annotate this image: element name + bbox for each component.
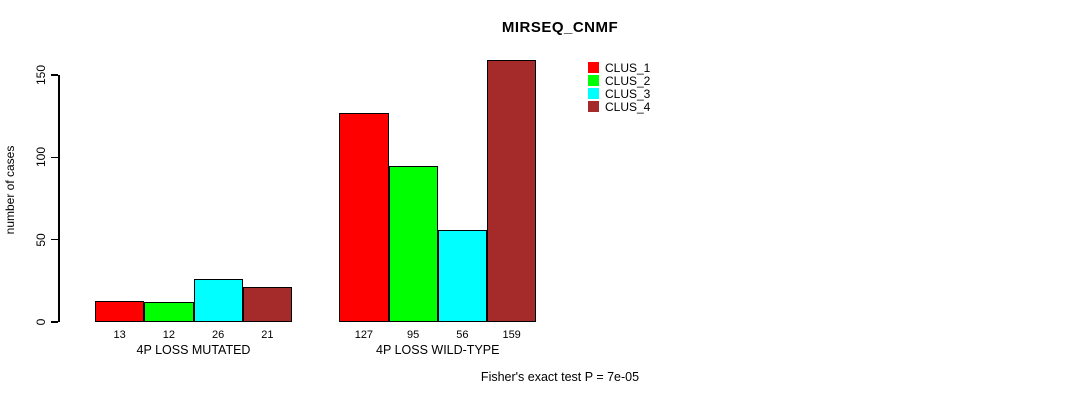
chart-title: MIRSEQ_CNMF	[501, 19, 619, 36]
bar-value-label: 95	[407, 329, 420, 341]
bar-value-label: 21	[261, 329, 274, 341]
y-axis-line	[58, 75, 60, 322]
legend-item-clus_3: CLUS_3	[588, 86, 651, 101]
category-label-wild-type: 4P LOSS WILD-TYPE	[376, 343, 500, 357]
bar-clus_2-wild-type	[388, 165, 438, 322]
legend-item-clus_2: CLUS_2	[588, 73, 651, 88]
y-axis-tick	[51, 74, 58, 76]
legend-swatch	[588, 101, 599, 112]
legend-label: CLUS_3	[605, 86, 651, 101]
legend: CLUS_1 CLUS_2 CLUS_3 CLUS_4	[588, 60, 651, 114]
y-axis-tick	[51, 238, 58, 241]
bar-clus_3-mutated	[193, 279, 243, 322]
legend-label: CLUS_4	[605, 99, 651, 114]
bar-value-label: 127	[354, 329, 374, 341]
y-axis-tick	[51, 156, 58, 159]
category-label-mutated: 4P LOSS MUTATED	[136, 343, 251, 357]
bar-clus_4-wild-type	[487, 60, 537, 322]
bar-value-label: 12	[162, 329, 175, 341]
bar-clus_4-mutated	[242, 287, 292, 322]
bar-clus_2-mutated	[144, 302, 194, 322]
legend-swatch	[588, 88, 599, 99]
bar-value-label: 159	[502, 329, 521, 341]
bar-clus_1-mutated	[95, 300, 145, 322]
bar-value-label: 56	[456, 329, 469, 341]
annotation-text: Fisher's exact test P = 7e-05	[480, 370, 640, 384]
legend-label: CLUS_2	[605, 73, 651, 88]
y-axis-tick-label: 0	[34, 318, 48, 326]
y-axis-tick-label: 150	[34, 64, 48, 86]
y-axis-tick	[51, 321, 58, 323]
legend-label: CLUS_1	[605, 60, 651, 75]
bar-value-label: 13	[113, 329, 126, 341]
legend-item-clus_1: CLUS_1	[588, 60, 651, 75]
legend-swatch	[588, 62, 599, 73]
bar-clus_3-wild-type	[437, 229, 487, 322]
bar-value-label: 26	[212, 329, 225, 341]
bar-clus_1-wild-type	[339, 112, 389, 322]
legend-item-clus_4: CLUS_4	[588, 99, 651, 114]
y-axis-tick-label: 100	[34, 147, 48, 168]
y-axis-tick-label: 50	[34, 232, 48, 247]
legend-swatch	[588, 75, 599, 86]
